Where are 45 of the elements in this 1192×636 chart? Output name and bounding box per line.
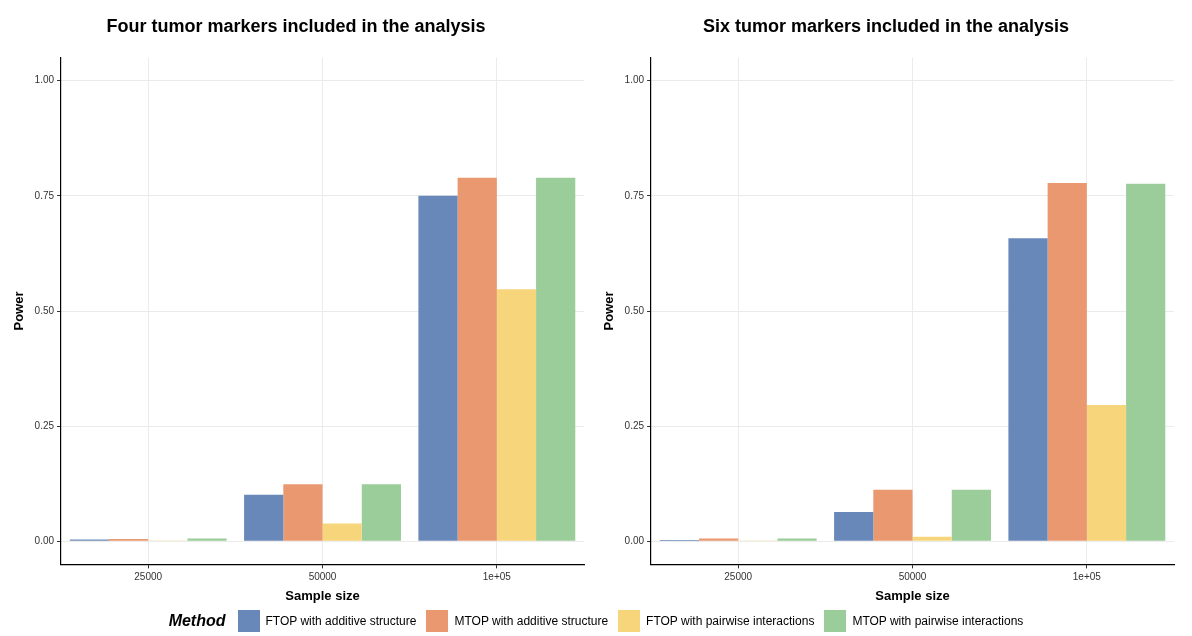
bar <box>1008 238 1048 541</box>
y-axis-title: Power <box>601 291 617 331</box>
x-tick-label: 50000 <box>308 571 337 583</box>
bar <box>1047 182 1087 541</box>
bar <box>951 489 991 541</box>
y-tick-label: 0.50 <box>624 304 645 316</box>
chart-title: Six tumor markers included in the analysis <box>702 15 1070 36</box>
x-tick-label: 1e+05 <box>1072 571 1102 583</box>
bar <box>187 538 227 541</box>
y-tick-label: 0.00 <box>624 535 645 547</box>
legend-label: MTOP with pairwise interactions <box>852 614 1024 628</box>
legend-label: FTOP with pairwise interactions <box>646 614 815 628</box>
y-tick-label: 0.75 <box>624 189 645 201</box>
x-axis-title: Sample size <box>875 587 950 603</box>
chart-title: Four tumor markers included in the analysis <box>106 15 486 36</box>
bar <box>418 195 458 541</box>
y-tick-label: 0.25 <box>34 419 55 431</box>
bar <box>1086 404 1127 541</box>
legend-label: MTOP with additive structure <box>454 614 609 628</box>
legend-title: Method <box>168 612 226 630</box>
bar <box>873 489 913 541</box>
bar <box>283 484 323 541</box>
bar <box>496 289 537 541</box>
y-tick-label: 1.00 <box>624 74 645 86</box>
x-axis-title: Sample size <box>285 587 360 603</box>
x-tick-label: 1e+05 <box>482 571 512 583</box>
bar <box>536 177 576 541</box>
y-tick-label: 0.50 <box>34 304 55 316</box>
y-axis-title: Power <box>11 291 27 331</box>
bar <box>777 538 817 541</box>
x-tick-label: 25000 <box>134 571 163 583</box>
bar <box>834 511 874 541</box>
x-tick-label: 25000 <box>724 571 753 583</box>
y-tick-label: 0.25 <box>624 419 645 431</box>
y-tick-label: 0.00 <box>34 535 55 547</box>
x-tick-label: 50000 <box>898 571 927 583</box>
bar <box>912 536 952 541</box>
bar <box>244 494 284 541</box>
legend-label: FTOP with additive structure <box>265 614 417 628</box>
bar <box>1126 183 1166 541</box>
y-tick-label: 1.00 <box>34 74 55 86</box>
y-tick-label: 0.75 <box>34 189 55 201</box>
bar <box>361 484 401 541</box>
bar <box>457 177 497 541</box>
bar <box>322 523 362 541</box>
